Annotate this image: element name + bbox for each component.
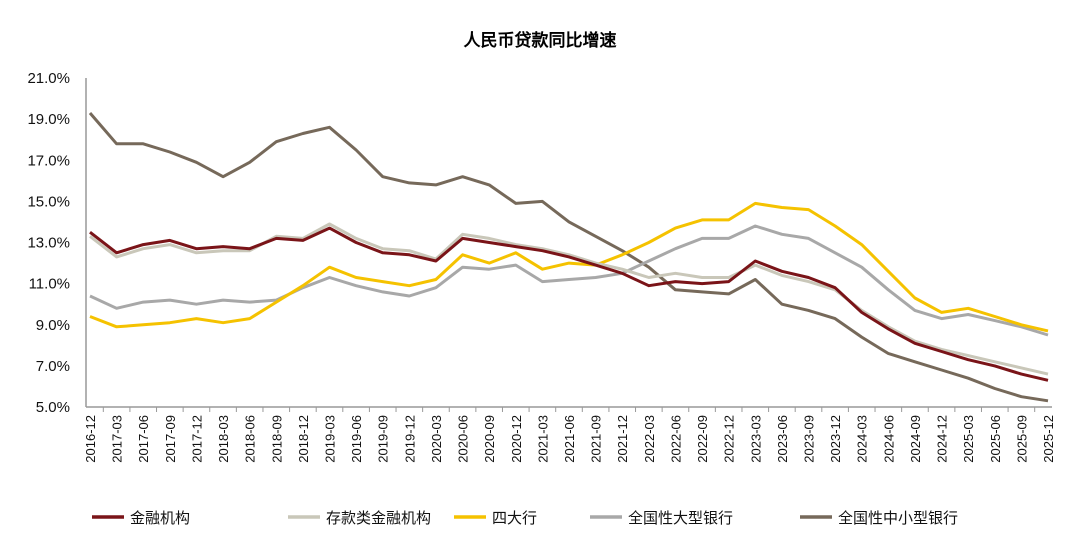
x-tick-label: 2023-06 — [775, 415, 790, 463]
x-tick-label: 2023-09 — [802, 415, 817, 463]
series-line-3 — [89, 224, 1049, 337]
x-tick-label: 2022-03 — [642, 415, 657, 463]
x-tick-label: 2025-09 — [1014, 415, 1029, 463]
x-tick-label: 2020-09 — [482, 415, 497, 463]
x-tick-label: 2019-06 — [349, 415, 364, 463]
plot-area — [88, 112, 1049, 403]
x-tick-label: 2017-12 — [189, 415, 204, 463]
x-tick-label: 2017-03 — [110, 415, 125, 463]
chart-title: 人民币贷款同比增速 — [464, 30, 617, 50]
x-tick-label: 2021-12 — [615, 415, 630, 463]
series-line-2 — [89, 201, 1049, 333]
x-tick-label: 2022-09 — [695, 415, 710, 463]
legend-label: 金融机构 — [130, 510, 190, 527]
x-tick-label: 2019-09 — [376, 415, 391, 463]
x-tick-label: 2018-12 — [296, 415, 311, 463]
x-tick-label: 2024-06 — [881, 415, 896, 463]
x-tick-label: 2022-06 — [668, 415, 683, 463]
x-tick-label: 2025-06 — [988, 415, 1003, 463]
legend-item: 金融机构 — [92, 510, 190, 527]
x-tick-label: 2021-03 — [535, 415, 550, 463]
x-tick-label: 2024-03 — [855, 415, 870, 463]
x-axis: 2016-12 2017-03 2017-06 2017-09 2017-12 2018-… — [83, 406, 1056, 463]
legend-label: 全国性大型银行 — [628, 509, 733, 527]
x-tick-label: 2025-03 — [961, 415, 976, 463]
x-tick-label: 2018-06 — [243, 415, 258, 463]
x-tick-label: 2024-09 — [908, 415, 923, 463]
x-tick-label: 2016-12 — [83, 415, 98, 463]
y-tick-label: 19.0% — [27, 111, 70, 128]
x-tick-label: 2017-09 — [163, 415, 178, 463]
legend-item: 存款类金融机构 — [288, 510, 431, 527]
x-tick-label: 2021-09 — [589, 415, 604, 463]
y-tick-label: 5.0% — [36, 399, 70, 416]
x-tick-label: 2022-12 — [722, 415, 737, 463]
series-line-4 — [88, 112, 1049, 403]
x-tick-label: 2020-03 — [429, 415, 444, 463]
x-tick-label: 2020-06 — [456, 415, 471, 463]
x-tick-label: 2021-06 — [562, 415, 577, 463]
y-tick-label: 11.0% — [29, 276, 70, 293]
legend-item: 全国性大型银行 — [590, 509, 733, 527]
y-tick-label: 13.0% — [27, 235, 70, 252]
y-tick-label: 9.0% — [36, 317, 70, 334]
x-tick-label: 2024-12 — [935, 415, 950, 463]
legend-label: 全国性中小型银行 — [838, 509, 958, 527]
legend-item: 全国性中小型银行 — [800, 509, 958, 527]
legend-label: 存款类金融机构 — [326, 510, 431, 527]
y-tick-label: 7.0% — [36, 358, 70, 375]
x-tick-label: 2019-03 — [323, 415, 338, 463]
legend: 金融机构 存款类金融机构 四大行 全国性大型银行 全国性中小型银行 — [92, 509, 958, 527]
x-tick-label: 2020-12 — [509, 415, 524, 463]
x-tick-label: 2018-09 — [269, 415, 284, 463]
x-tick-label: 2023-03 — [748, 415, 763, 463]
y-tick-label: 15.0% — [27, 193, 70, 210]
series-line-1 — [89, 222, 1049, 376]
series-line-0 — [89, 226, 1049, 382]
y-tick-label: 21.0% — [27, 70, 70, 87]
x-tick-label: 2018-03 — [216, 415, 231, 463]
y-axis: 5.0% 7.0% 9.0% 11.0% 13.0% 15.0% 17.0% 19.0% 21.… — [27, 70, 87, 416]
x-tick-label: 2025-12 — [1041, 415, 1056, 463]
x-tick-label: 2019-12 — [402, 415, 417, 463]
legend-label: 四大行 — [492, 510, 537, 527]
x-tick-label: 2017-06 — [136, 415, 151, 463]
legend-item: 四大行 — [454, 510, 537, 527]
x-tick-label: 2023-12 — [828, 415, 843, 463]
y-tick-label: 17.0% — [27, 152, 70, 169]
